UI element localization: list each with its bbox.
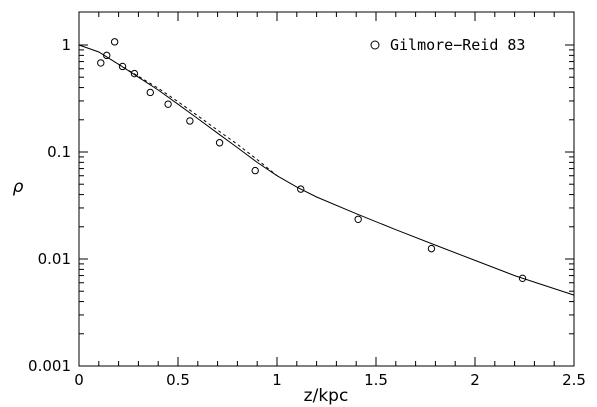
x-tick-label: 2	[470, 371, 480, 389]
x-tick-label: 0	[74, 371, 84, 389]
y-tick-label: 0.001	[28, 357, 71, 375]
data-points	[97, 38, 527, 283]
model-curves	[78, 44, 575, 296]
x-axis-label: z/kpc	[304, 386, 349, 406]
legend-marker	[370, 40, 380, 50]
axis-tick-labels: 0 0.5 1 1.5 2 2.5 1 0.1 0.01 0.001	[28, 36, 586, 389]
y-tick-label: 0.01	[38, 250, 71, 268]
x-tick-label: 1	[272, 371, 282, 389]
data-point	[103, 51, 111, 60]
legend-label: Gilmore−Reid 83	[390, 36, 525, 54]
data-point	[146, 88, 154, 97]
data-point	[427, 244, 436, 253]
data-point	[110, 38, 119, 46]
data-point	[354, 215, 362, 223]
y-axis-label: ρ	[13, 177, 24, 197]
x-tick-label: 0.5	[166, 371, 190, 389]
data-point	[297, 185, 305, 193]
data-point	[164, 100, 172, 108]
data-point	[130, 69, 139, 78]
legend: Gilmore−Reid 83	[370, 36, 525, 54]
x-tick-label: 1.5	[364, 371, 388, 389]
dashed-model-curve	[118, 63, 278, 177]
axis-ticks	[78, 12, 575, 367]
data-point	[97, 59, 105, 67]
data-point	[251, 166, 259, 175]
plot-frame	[78, 11, 575, 367]
y-tick-label: 1	[61, 36, 71, 54]
data-point	[215, 139, 224, 147]
data-point	[518, 274, 527, 283]
y-tick-label: 0.1	[47, 143, 71, 161]
data-point	[118, 62, 127, 71]
x-tick-label: 2.5	[562, 371, 586, 389]
data-point	[186, 117, 194, 125]
solid-model-curve	[78, 44, 575, 296]
